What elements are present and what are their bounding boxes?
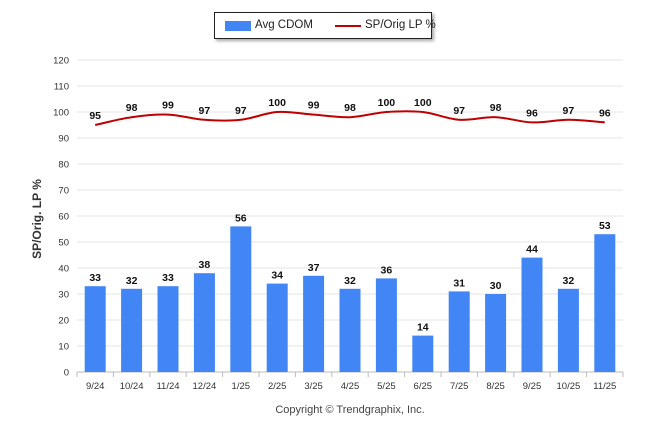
bar (412, 335, 434, 372)
bar-value-label: 33 (162, 272, 174, 284)
bar (521, 257, 543, 372)
legend-line-label: SP/Orig LP % (365, 19, 436, 31)
legend-bar-label: Avg CDOM (255, 19, 313, 31)
y-tick-label: 0 (64, 368, 69, 379)
bar-value-label: 31 (453, 277, 465, 289)
x-tick-label: 11/24 (156, 381, 179, 392)
y-tick-label: 20 (58, 316, 69, 327)
bar-value-label: 36 (381, 264, 393, 276)
line-value-label: 100 (268, 97, 286, 109)
line-value-label: 98 (126, 102, 138, 114)
x-tick-label: 1/25 (232, 381, 251, 392)
x-tick-label: 10/25 (557, 381, 581, 392)
y-tick-label: 40 (58, 264, 69, 275)
x-tick-label: 3/25 (304, 381, 323, 392)
bar (448, 291, 470, 372)
x-tick-label: 2/25 (268, 381, 287, 392)
line-series (94, 110, 605, 126)
line-value-label: 97 (235, 105, 247, 117)
x-tick-label: 5/25 (377, 381, 396, 392)
y-tick-label: 90 (58, 134, 69, 145)
y-tick-label: 70 (58, 186, 69, 197)
bar (557, 288, 579, 372)
bar-value-label: 14 (417, 322, 429, 334)
chart-legend: Avg CDOM SP/Orig LP % (214, 12, 436, 39)
y-axis-ticks: 0 10 20 30 40 50 60 70 80 90 100 110 120 (53, 56, 69, 379)
bar-value-label: 37 (308, 262, 320, 274)
y-tick-label: 60 (58, 212, 69, 223)
data-labels: 33 32 33 38 56 34 37 32 36 14 31 30 44 32 53 95 98 99 97 97… (89, 97, 610, 334)
bar (266, 283, 288, 372)
bar-value-label: 32 (563, 275, 575, 287)
bar-value-label: 56 (235, 212, 247, 224)
bar-value-label: 34 (271, 270, 283, 282)
bar (375, 278, 397, 372)
y-tick-label: 110 (54, 82, 69, 93)
bar (339, 288, 361, 372)
bar-value-label: 44 (526, 244, 538, 256)
bar-value-label: 30 (490, 280, 502, 292)
x-tick-label: 11/25 (593, 381, 616, 392)
y-tick-label: 50 (58, 238, 69, 249)
y-tick-label: 30 (58, 290, 69, 301)
line-value-label: 99 (162, 100, 174, 112)
line-value-label: 99 (308, 100, 320, 112)
x-tick-label: 8/25 (486, 381, 505, 392)
line-value-label: 96 (599, 107, 611, 119)
line-value-label: 98 (344, 102, 356, 114)
line-value-label: 98 (490, 102, 502, 114)
x-tick-label: 7/25 (450, 381, 469, 392)
line-value-label: 100 (414, 97, 432, 109)
line-value-label: 96 (526, 107, 538, 119)
x-tick-label: 6/25 (414, 381, 433, 392)
x-tick-label: 10/24 (120, 381, 144, 392)
y-tick-label: 10 (58, 342, 69, 353)
line-value-label: 100 (378, 97, 396, 109)
line-value-label: 95 (89, 110, 101, 122)
copyright-text: Copyright © Trendgraphix, Inc. (275, 404, 424, 416)
y-tick-label: 100 (53, 108, 69, 119)
line-value-label: 97 (453, 105, 465, 117)
line-value-label: 97 (199, 105, 211, 117)
legend-bar-swatch (225, 21, 251, 31)
bar-value-label: 32 (126, 275, 138, 287)
bar (303, 275, 325, 372)
bar-value-label: 33 (89, 272, 101, 284)
bar (157, 286, 179, 372)
bar (193, 273, 215, 372)
bar (121, 288, 143, 372)
bar-value-label: 38 (199, 259, 211, 271)
bar-series (84, 226, 616, 372)
x-tick-label: 9/25 (523, 381, 542, 392)
x-tick-label: 12/24 (193, 381, 217, 392)
bar (594, 234, 616, 372)
line-value-label: 97 (563, 105, 575, 117)
bar-value-label: 53 (599, 220, 611, 232)
bar (485, 294, 507, 372)
bar-value-label: 32 (344, 275, 356, 287)
legend-line-swatch (335, 25, 361, 27)
series-line (94, 110, 605, 126)
y-axis-title: SP/Orig. LP % (30, 179, 44, 259)
y-tick-label: 120 (53, 56, 69, 67)
bar (84, 286, 106, 372)
x-tick-label: 4/25 (341, 381, 360, 392)
x-tick-label: 9/24 (86, 381, 105, 392)
bar (230, 226, 252, 372)
y-tick-label: 80 (58, 160, 69, 171)
x-axis-ticks: 9/24 10/24 11/24 12/24 1/25 2/25 3/25 4/25 5/25 6… (76, 372, 624, 392)
